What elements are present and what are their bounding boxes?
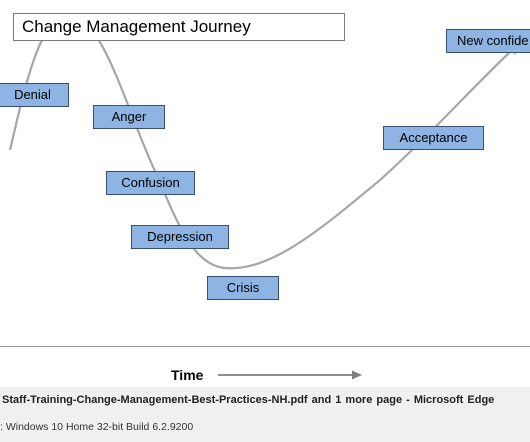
time-arrow-icon — [218, 370, 362, 380]
window-title-text: Staff-Training-Change-Management-Best-Pr… — [2, 394, 495, 406]
stage-depression: Depression — [131, 225, 229, 249]
stage-denial: Denial — [0, 83, 69, 107]
os-info-text: : Windows 10 Home 32-bit Build 6.2.9200 — [0, 421, 194, 433]
image-info-bar: Staff-Training-Change-Management-Best-Pr… — [0, 387, 530, 442]
slide: Change Management Journey Denial Anger C… — [0, 13, 530, 300]
stage-anger: Anger — [93, 105, 165, 129]
time-axis: Time — [0, 347, 530, 387]
stage-confusion: Confusion — [106, 171, 195, 195]
slide-title: Change Management Journey — [13, 13, 345, 41]
time-axis-label: Time — [171, 367, 204, 383]
slide-bottom-border — [0, 346, 530, 347]
stage-acceptance: Acceptance — [383, 126, 484, 150]
stage-crisis: Crisis — [207, 276, 279, 300]
stage-new-confidence: New confide — [446, 29, 530, 53]
